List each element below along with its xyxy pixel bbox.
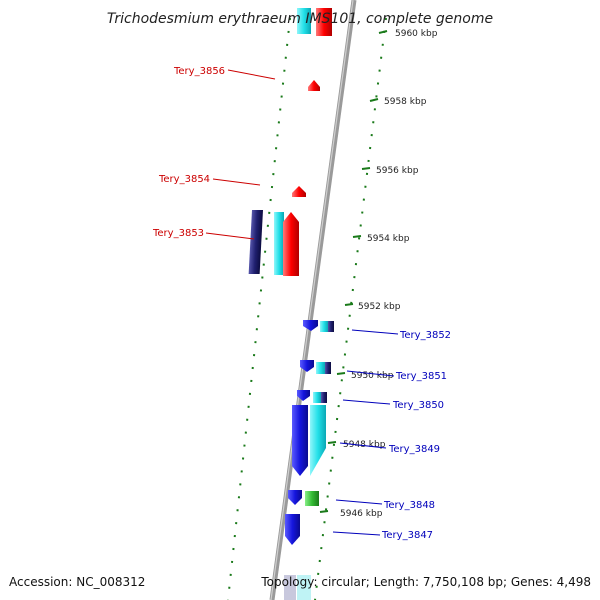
gene-tery-3847-blue <box>285 514 300 545</box>
scale-tick <box>327 441 337 444</box>
accession-text: Accession: NC_008312 <box>9 575 145 589</box>
genome-backbone-highlight <box>270 0 354 600</box>
scale-label: 5956 kbp <box>376 166 419 176</box>
scale-tick <box>336 372 346 375</box>
gene-block-top-red <box>316 8 332 36</box>
gene-tery-3851-blue <box>300 360 314 372</box>
scale-label: 5948 kbp <box>343 440 386 450</box>
gene-tery-3849-blue <box>292 405 308 476</box>
gene-tery-3853-navy <box>248 210 263 274</box>
gene-tery-3849-cyan <box>310 405 326 476</box>
scale-tick <box>378 30 388 34</box>
gene-label-tery-3856: Tery_3856 <box>173 66 225 77</box>
scale-label: 5946 kbp <box>340 509 383 519</box>
gene-label-tery-3847: Tery_3847 <box>381 530 433 541</box>
scale-tick <box>352 235 362 238</box>
gene-label-tery-3854: Tery_3854 <box>158 174 210 185</box>
gene-label-leader <box>205 232 255 240</box>
gene-label-leader <box>342 399 391 405</box>
scale-tick <box>319 510 329 513</box>
left-dotted-ring <box>227 17 291 600</box>
gene-label-leader <box>351 329 399 335</box>
scale-label: 5958 kbp <box>384 97 427 107</box>
gene-label-tery-3848: Tery_3848 <box>383 500 435 511</box>
scale-label: 5960 kbp <box>395 29 438 39</box>
gene-tery-3853-red <box>283 212 299 276</box>
scale-label: 5954 kbp <box>367 234 410 244</box>
gene-label-leader <box>339 442 387 449</box>
gene-block-bottom-cyan <box>297 575 311 600</box>
scale-ticks <box>319 30 388 513</box>
scale-label: 5950 kbp <box>351 371 394 381</box>
gene-block-bottom-grey <box>284 575 296 600</box>
gene-tery-3852-navy <box>328 321 334 332</box>
gene-label-tery-3853: Tery_3853 <box>152 228 204 239</box>
gene-tery-3848-blue <box>288 490 302 505</box>
scale-tick <box>361 167 371 170</box>
gene-tery-3854 <box>292 186 306 197</box>
gene-tery-3856 <box>308 80 320 91</box>
scale-tick <box>369 98 379 102</box>
gene-label-leader <box>332 531 381 536</box>
genome-backbone <box>269 0 357 600</box>
topology-text: Topology: circular; Length: 7,750,108 bp… <box>260 575 591 589</box>
gene-tery-3850-cyan <box>313 392 321 403</box>
gene-label-tery-3849: Tery_3849 <box>388 444 440 455</box>
scale-label: 5952 kbp <box>358 302 401 312</box>
map-title: Trichodesmium erythraeum IMS101, complet… <box>107 11 493 27</box>
gene-tery-3852-blue <box>303 320 318 331</box>
gene-label-tery-3852: Tery_3852 <box>399 330 451 341</box>
gene-tery-3851-navy <box>325 362 331 374</box>
gene-label-leader <box>346 370 395 377</box>
gene-tery-3851-cyan <box>316 362 325 374</box>
gene-label-leader <box>335 499 383 505</box>
gene-label-tery-3850: Tery_3850 <box>392 400 444 411</box>
gene-block-top-cyan <box>297 8 311 34</box>
gene-tery-3853-cyan <box>274 212 284 275</box>
gene-tery-3850-navy <box>321 392 327 403</box>
gene-label-leader <box>212 178 261 186</box>
gene-label-leader <box>227 69 276 80</box>
scale-tick <box>344 303 354 306</box>
gene-tery-3848-green <box>305 491 319 506</box>
gene-tery-3850-blue <box>297 390 310 401</box>
gene-label-tery-3851: Tery_3851 <box>395 371 447 382</box>
gene-tery-3852-cyan <box>320 321 328 332</box>
